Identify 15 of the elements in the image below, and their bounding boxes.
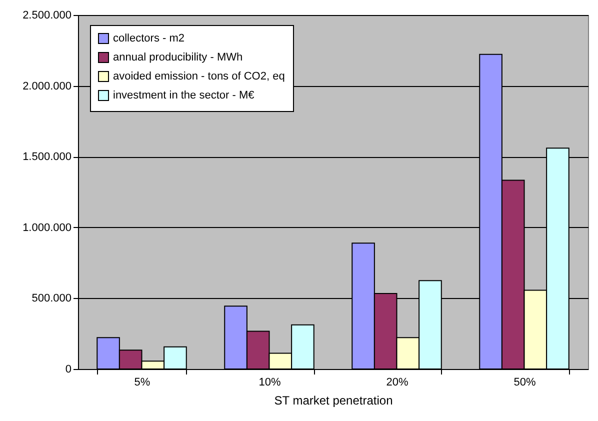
x-tick-label: 50% bbox=[514, 376, 536, 388]
y-tick-label: 2.000.000 bbox=[22, 80, 72, 92]
x-tick-label: 10% bbox=[258, 376, 281, 388]
legend-label: avoided emission - tons of CO2, eq bbox=[113, 70, 285, 82]
y-tick-label: 0 bbox=[65, 364, 72, 376]
legend-label: annual producibility - MWh bbox=[113, 52, 243, 64]
y-tick-label: 500.000 bbox=[32, 292, 72, 305]
x-axis-title: ST market penetration bbox=[274, 394, 393, 408]
x-tick-label: 5% bbox=[134, 376, 150, 388]
legend-label: investment in the sector - M€ bbox=[113, 90, 254, 102]
y-tick-label: 1.000.000 bbox=[22, 222, 72, 234]
legend-label: collectors - m2 bbox=[113, 32, 185, 44]
x-tick-label: 20% bbox=[386, 376, 408, 388]
y-tick-label: 2.500.000 bbox=[22, 10, 72, 22]
y-tick-label: 1.500.000 bbox=[22, 151, 72, 164]
